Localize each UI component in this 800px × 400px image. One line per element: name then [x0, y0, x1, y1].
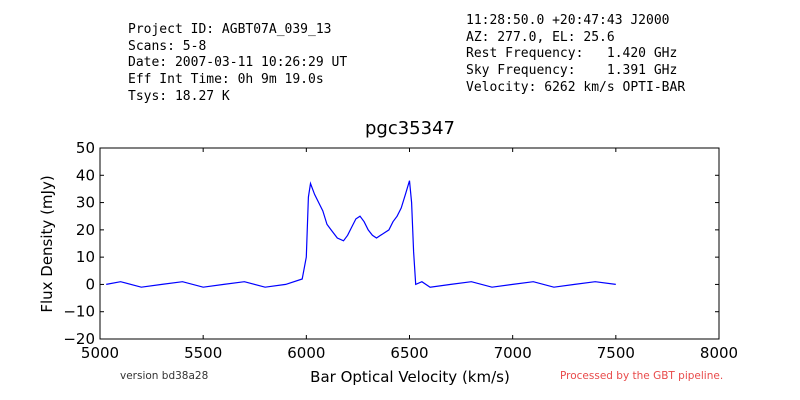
x-tick-label: 6000: [287, 344, 325, 362]
y-tick-label: 20: [76, 221, 95, 239]
y-axis-label: Flux Density (mJy): [38, 175, 56, 312]
header-right-line: AZ: 277.0, EL: 25.6: [466, 29, 615, 45]
header-right-line: 11:28:50.0 +20:47:43 J2000: [466, 13, 670, 28]
x-tick-label: 5000: [81, 344, 119, 362]
processed-note: Processed by the GBT pipeline.: [560, 370, 724, 382]
header-left-info: Project ID: AGBT07A_039_13 Scans: 5-8 Date…: [128, 22, 347, 106]
header-left-line: Eff Int Time: 0h 9m 19.0s: [128, 72, 324, 88]
header-right-line: Rest Frequency: 1.420 GHz: [466, 46, 678, 62]
x-axis-label: Bar Optical Velocity (km/s): [310, 368, 510, 386]
y-tick-label: 10: [76, 248, 95, 266]
header-right-line: Sky Frequency: 1.391 GHz: [466, 63, 678, 79]
y-tick-label: 0: [85, 275, 95, 293]
y-tick-label: 50: [76, 139, 95, 157]
header-left-line: Date: 2007-03-11 10:26:29 UT: [128, 55, 348, 71]
chart-title: pgc35347: [365, 118, 455, 139]
x-tick-label: 7000: [494, 344, 532, 362]
x-tick-label: 7500: [597, 344, 635, 362]
header-right-info: 11:28:50.0 +20:47:43 J2000 AZ: 277.0, EL:…: [466, 13, 685, 97]
header-left-line: Tsys: 18.27 K: [128, 88, 230, 104]
y-tick-label: 30: [76, 194, 95, 212]
header-left-line: Scans: 5-8: [128, 38, 207, 54]
y-tick-label: 40: [76, 166, 95, 184]
header-left-line: Project ID: AGBT07A_039_13: [128, 22, 332, 37]
series-line: [106, 180, 616, 288]
x-tick-label: 6500: [390, 344, 428, 362]
y-tick-label: −10: [63, 303, 95, 321]
x-tick-label: 5500: [184, 344, 222, 362]
header-right-line: Velocity: 6262 km/s OPTI-BAR: [466, 79, 686, 95]
x-tick-label: 8000: [700, 344, 738, 362]
y-tick-label: −20: [63, 330, 95, 348]
plot-frame: [99, 147, 720, 340]
version-label: version bd38a28: [120, 370, 209, 382]
